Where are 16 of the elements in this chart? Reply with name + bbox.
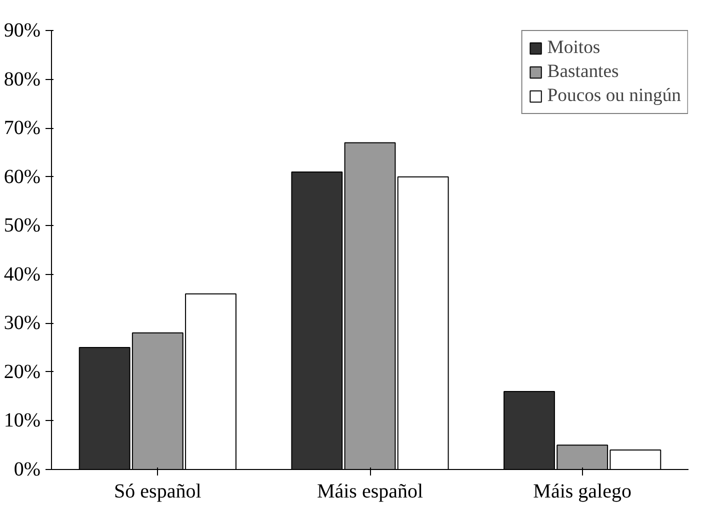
y-tick-label: 10% (4, 410, 41, 432)
legend-label: Moitos (547, 37, 600, 59)
y-tick-label: 70% (4, 117, 41, 140)
y-tick-label: 60% (4, 166, 41, 188)
legend-label: Poucos ou ningún (547, 85, 681, 107)
x-tick-label: Máis galego (533, 480, 632, 502)
y-tick-label: 30% (4, 312, 41, 334)
x-tick-label: Máis español (316, 480, 424, 502)
y-tick-label: 0% (14, 458, 41, 480)
legend-label: Bastantes (547, 61, 619, 83)
y-tick-label: 80% (4, 68, 41, 90)
y-tick-label: 90% (4, 20, 41, 42)
x-tick-label: Só español (114, 480, 202, 502)
y-tick-label: 50% (4, 214, 41, 237)
y-tick-label: 20% (4, 360, 41, 383)
y-tick-label: 40% (4, 263, 41, 286)
